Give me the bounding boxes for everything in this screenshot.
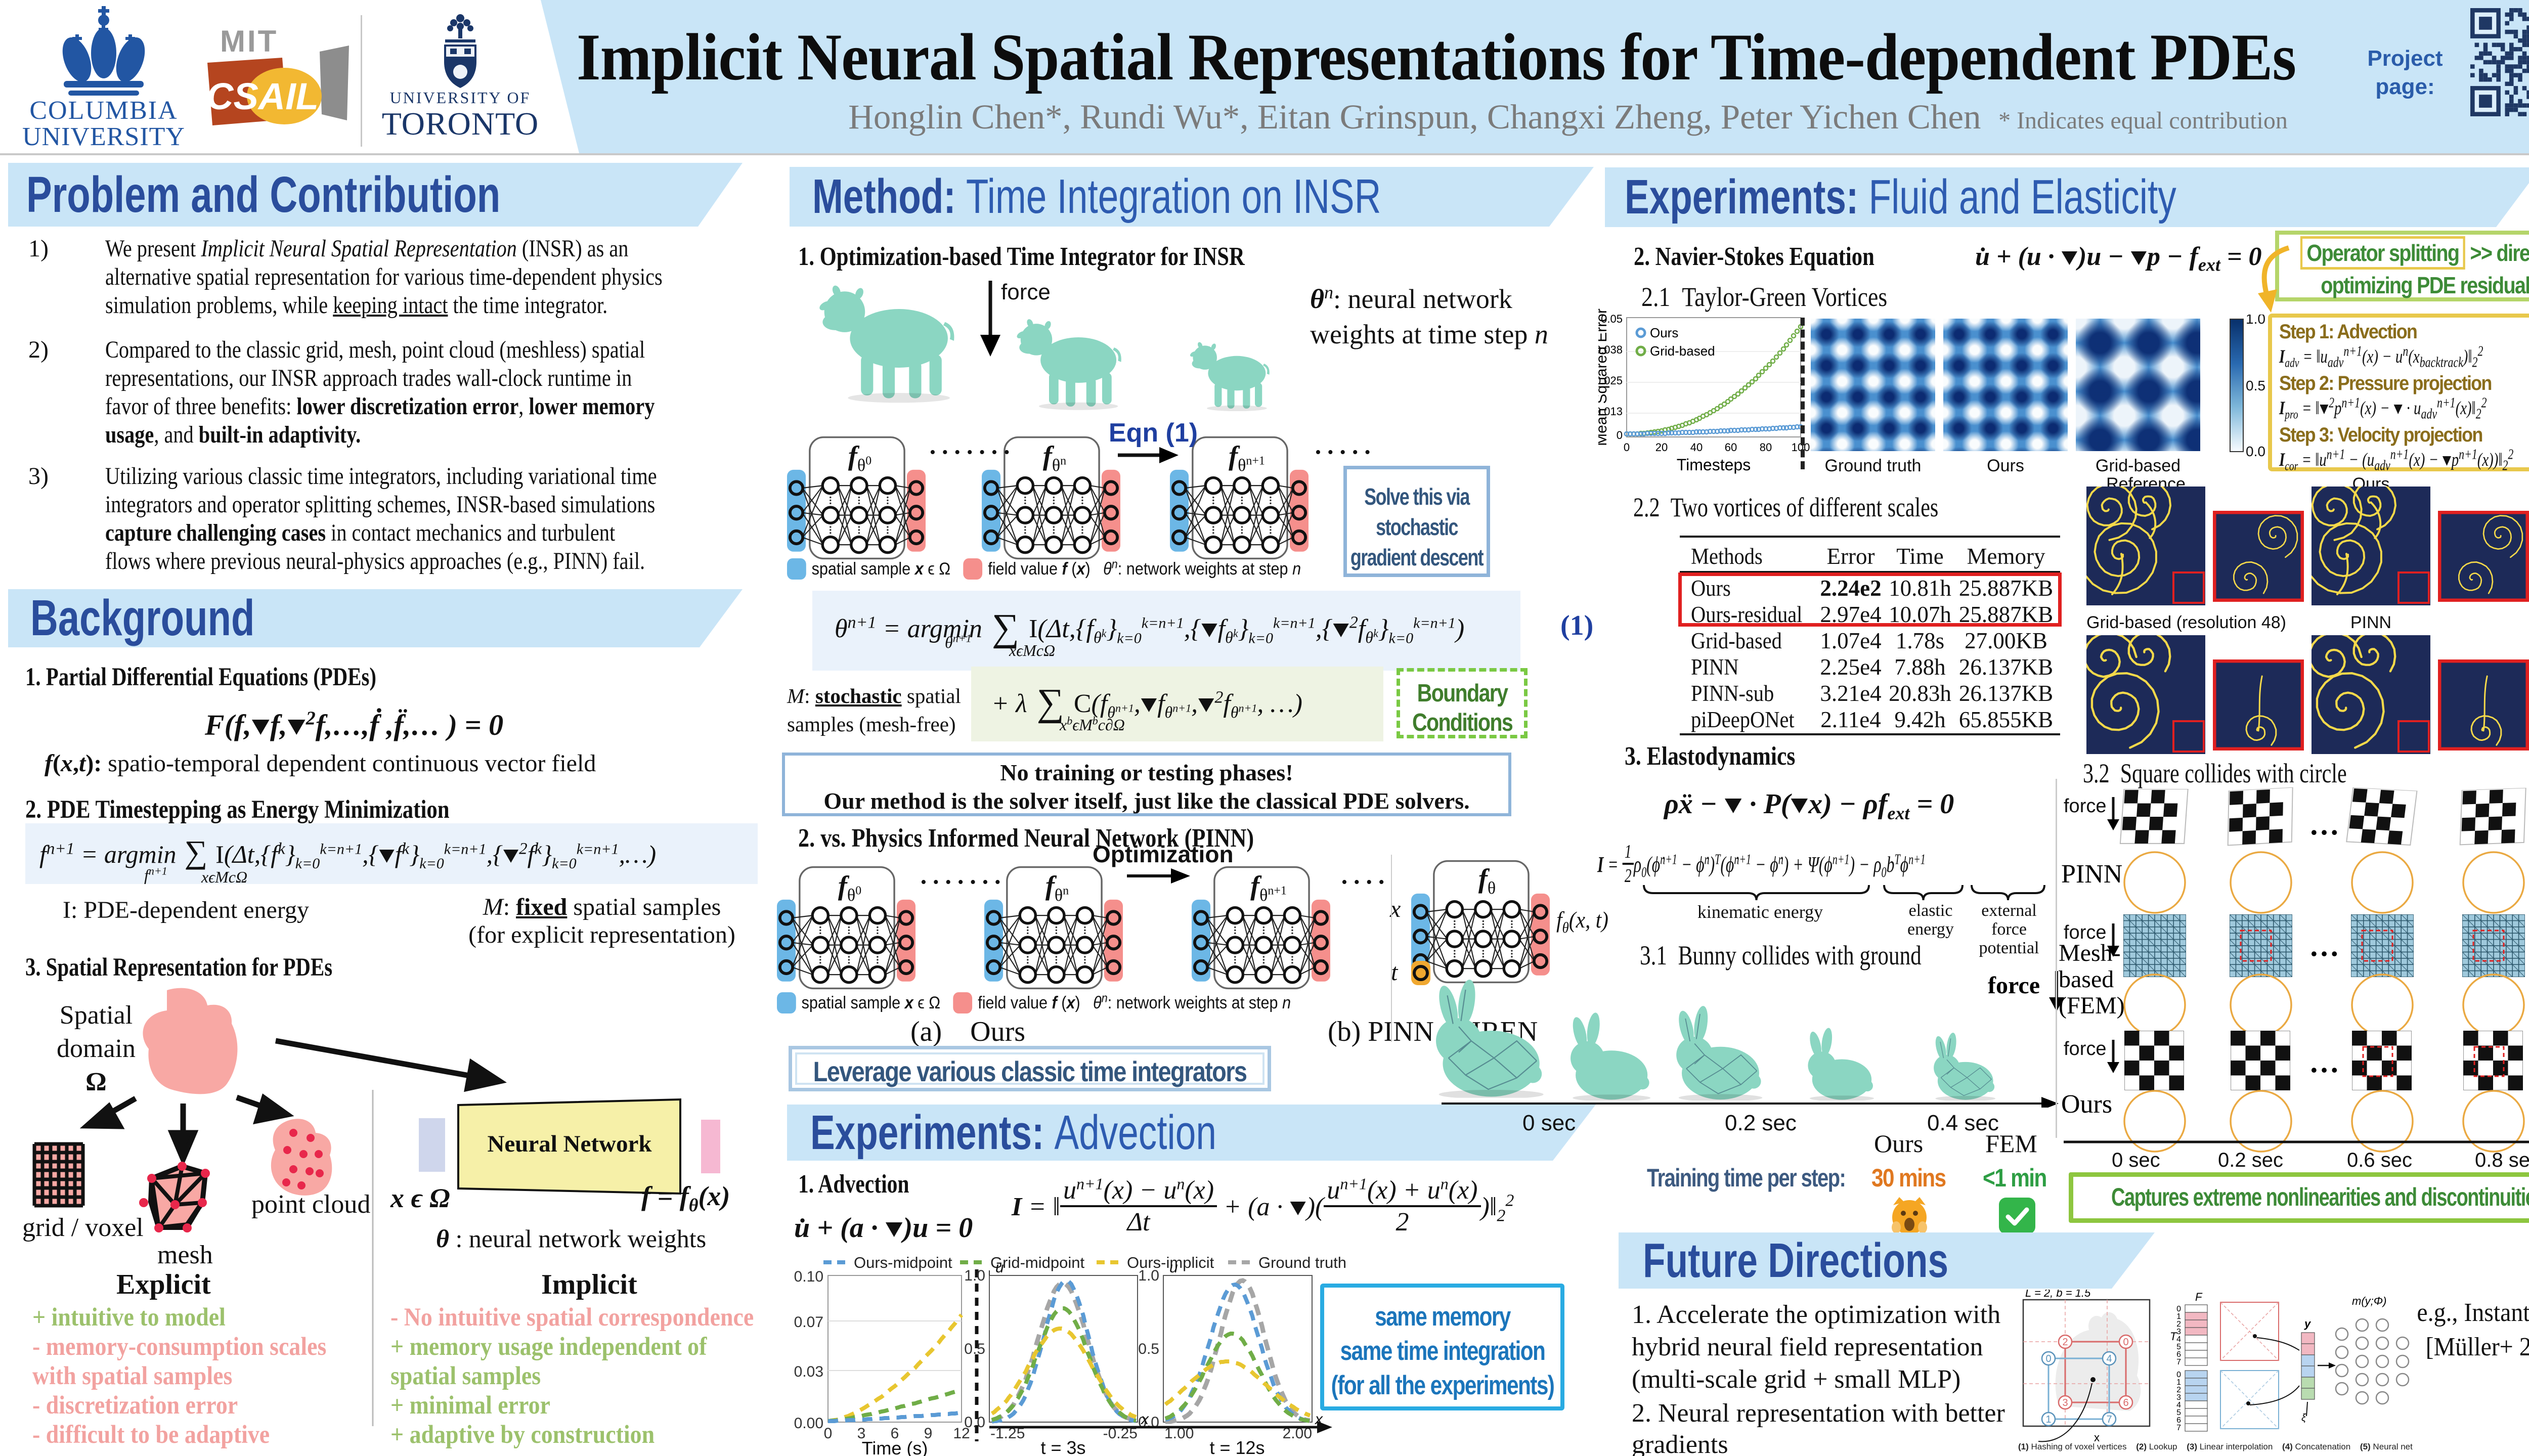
svg-text:Ground truth: Ground truth xyxy=(1258,1254,1346,1271)
svg-text:0: 0 xyxy=(1617,429,1623,442)
svg-text:7: 7 xyxy=(2176,1358,2181,1366)
svg-text:1.0: 1.0 xyxy=(2246,315,2265,327)
svg-text:0: 0 xyxy=(2045,1353,2051,1364)
svg-text:based: based xyxy=(2059,966,2114,993)
svg-text:40: 40 xyxy=(1690,441,1703,454)
svg-text:force: force xyxy=(2064,1038,2106,1060)
svg-text:0: 0 xyxy=(2176,1305,2181,1313)
svg-text:0.0: 0.0 xyxy=(2246,444,2265,459)
svg-text:x: x xyxy=(1314,1411,1323,1428)
svg-text:3: 3 xyxy=(857,1425,866,1442)
svg-text:2: 2 xyxy=(2176,1320,2181,1329)
svg-text:60: 60 xyxy=(1725,441,1737,454)
svg-text:2: 2 xyxy=(2062,1337,2068,1348)
svg-text:3: 3 xyxy=(2176,1393,2181,1402)
svg-text:3: 3 xyxy=(2176,1328,2181,1336)
svg-text:…: … xyxy=(2309,808,2339,841)
svg-text:5: 5 xyxy=(2176,1408,2181,1417)
svg-text:UNIVERSITY OF: UNIVERSITY OF xyxy=(390,89,531,107)
svg-text:7: 7 xyxy=(2176,1424,2181,1432)
svg-text:x: x xyxy=(1140,1411,1149,1428)
svg-text:force: force xyxy=(2064,922,2106,943)
svg-text:80: 80 xyxy=(1760,441,1772,454)
svg-text:UNIVERSITY: UNIVERSITY xyxy=(22,122,185,149)
svg-text:F: F xyxy=(2195,1291,2203,1303)
svg-text:6: 6 xyxy=(2176,1350,2181,1359)
svg-text:ξ: ξ xyxy=(2301,1413,2306,1424)
svg-text:Timesteps: Timesteps xyxy=(1677,456,1751,474)
svg-text:1.0: 1.0 xyxy=(964,1267,985,1284)
svg-text:t = 12s: t = 12s xyxy=(1209,1437,1264,1456)
svg-text:y: y xyxy=(2304,1317,2312,1330)
svg-text:…: … xyxy=(2309,929,2339,962)
svg-text:0.5: 0.5 xyxy=(964,1341,985,1357)
svg-text:Grid-based: Grid-based xyxy=(1650,343,1715,359)
svg-text:12: 12 xyxy=(953,1425,970,1442)
svg-text:x: x xyxy=(2094,1431,2100,1444)
svg-text:u: u xyxy=(1169,1264,1178,1276)
svg-text:3: 3 xyxy=(2062,1397,2068,1408)
svg-text:2: 2 xyxy=(2176,1386,2181,1394)
svg-text:0.5: 0.5 xyxy=(1138,1341,1159,1357)
svg-text:6: 6 xyxy=(2123,1397,2128,1408)
svg-text:(1) Hashing of voxel vertices: (1) Hashing of voxel vertices (2) Lookup… xyxy=(2018,1442,2413,1451)
svg-text:1: 1 xyxy=(2045,1414,2051,1425)
svg-text:20: 20 xyxy=(1655,441,1668,454)
svg-text:4: 4 xyxy=(2106,1353,2112,1364)
svg-text:(FEM): (FEM) xyxy=(2059,992,2125,1019)
svg-text:0.03: 0.03 xyxy=(794,1363,823,1380)
svg-text:CSAIL: CSAIL xyxy=(206,75,319,117)
svg-text:0.05: 0.05 xyxy=(1601,313,1623,325)
svg-text:0.00: 0.00 xyxy=(794,1415,823,1432)
svg-text:9: 9 xyxy=(924,1425,933,1442)
svg-text:Grid-midpoint: Grid-midpoint xyxy=(990,1254,1084,1271)
svg-text:force: force xyxy=(1988,972,2040,999)
svg-text:0.013: 0.013 xyxy=(1598,405,1623,418)
svg-text:4: 4 xyxy=(2176,1335,2181,1344)
svg-text:MIT: MIT xyxy=(220,24,278,58)
svg-text:0.07: 0.07 xyxy=(794,1314,823,1331)
svg-text:0.5: 0.5 xyxy=(2246,378,2265,393)
svg-text:Mesh-: Mesh- xyxy=(2059,940,2121,966)
svg-text:u: u xyxy=(995,1264,1004,1276)
svg-text:7: 7 xyxy=(2106,1414,2112,1425)
svg-text:Ours-implicit: Ours-implicit xyxy=(1127,1254,1214,1271)
svg-text:COLUMBIA: COLUMBIA xyxy=(29,96,178,125)
svg-text:t = 3s: t = 3s xyxy=(1040,1437,1085,1456)
svg-text:4: 4 xyxy=(2176,1401,2181,1409)
svg-text:Mean Squared Error: Mean Squared Error xyxy=(1598,308,1610,446)
svg-text:0: 0 xyxy=(2176,1371,2181,1379)
svg-text:5: 5 xyxy=(2176,1343,2181,1351)
svg-text:0: 0 xyxy=(1624,441,1630,454)
svg-text:0.10: 0.10 xyxy=(794,1268,823,1285)
svg-text:force: force xyxy=(2064,796,2106,817)
svg-text:Time (s): Time (s) xyxy=(862,1438,928,1456)
svg-text:Ours-midpoint: Ours-midpoint xyxy=(854,1254,952,1271)
svg-text:0: 0 xyxy=(2123,1337,2128,1348)
svg-text:1.0: 1.0 xyxy=(1138,1267,1159,1284)
svg-text:Ours: Ours xyxy=(2061,1090,2112,1119)
svg-text:0: 0 xyxy=(824,1425,833,1442)
svg-text:1: 1 xyxy=(2176,1312,2181,1321)
svg-text:1: 1 xyxy=(2176,1378,2181,1387)
svg-text:…: … xyxy=(2309,1045,2339,1079)
svg-text:TORONTO: TORONTO xyxy=(382,106,539,142)
svg-text:Ours: Ours xyxy=(1650,325,1678,340)
svg-text:0.038: 0.038 xyxy=(1598,343,1623,356)
svg-text:6: 6 xyxy=(891,1425,899,1442)
svg-text:force: force xyxy=(1001,280,1051,304)
svg-text:m(y;Φ): m(y;Φ) xyxy=(2352,1295,2387,1307)
svg-text:PINN: PINN xyxy=(2061,860,2122,889)
svg-text:T: T xyxy=(2170,1330,2177,1343)
svg-text:6: 6 xyxy=(2176,1416,2181,1425)
svg-text:L = 2, b = 1.5: L = 2, b = 1.5 xyxy=(2025,1290,2091,1299)
svg-text:0.025: 0.025 xyxy=(1598,374,1623,387)
svg-text:0.0: 0.0 xyxy=(964,1414,985,1431)
